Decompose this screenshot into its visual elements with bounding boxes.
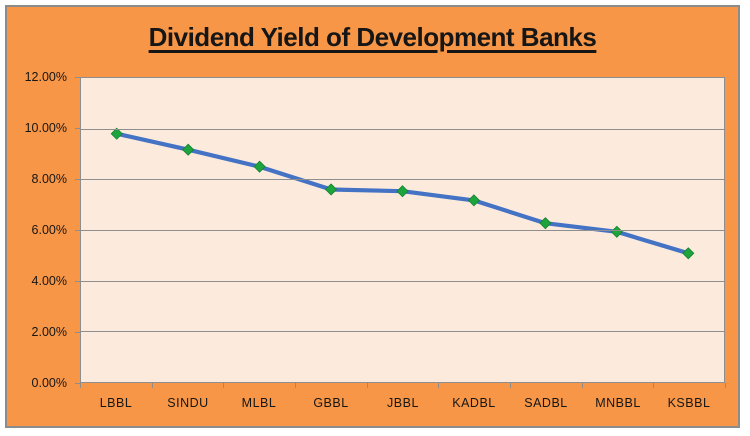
data-point-marker [110, 127, 123, 140]
x-axis-category-label: MNBBL [595, 396, 641, 410]
chart-title: Dividend Yield of Development Banks [148, 22, 597, 52]
line-series-plot [110, 127, 695, 260]
y-axis-tick [75, 383, 80, 384]
y-axis-label: 8.00% [31, 172, 67, 186]
gridline [81, 230, 724, 231]
x-axis-category-label: MLBL [241, 396, 277, 410]
x-axis-category-label: GBBL [313, 396, 349, 410]
data-point-marker [396, 185, 409, 198]
y-axis-label: 4.00% [31, 274, 67, 288]
y-axis-tick [75, 128, 80, 129]
x-axis-category-label: KADBL [452, 396, 496, 410]
x-axis-category-label: JBBL [387, 396, 419, 410]
x-axis-category-label: LBBL [99, 396, 133, 410]
gridline [81, 129, 724, 130]
y-axis-label: 12.00% [24, 70, 67, 84]
y-axis-label: 6.00% [31, 223, 67, 237]
plot-area [80, 77, 725, 383]
data-point-marker [324, 183, 338, 196]
y-axis-tick [75, 179, 80, 180]
x-axis-tick [295, 383, 296, 388]
x-axis-tick [725, 383, 726, 388]
x-axis-category-label: KSBBL [667, 396, 711, 410]
y-axis-tick [75, 332, 80, 333]
x-axis-tick [582, 383, 583, 388]
x-axis-tick [653, 383, 654, 388]
gridline [81, 179, 724, 180]
data-point-marker [253, 160, 266, 173]
x-axis-tick [152, 383, 153, 388]
x-axis-tick [438, 383, 439, 388]
y-axis-tick [75, 230, 80, 231]
x-axis-tick [80, 383, 81, 388]
y-axis-label: 10.00% [24, 121, 67, 135]
data-point-marker [610, 225, 623, 238]
x-axis-category-label: SINDU [167, 396, 209, 410]
y-axis-label: 0.00% [31, 376, 67, 390]
y-axis-tick [75, 281, 80, 282]
data-point-marker [539, 217, 552, 230]
y-axis-label: 2.00% [31, 325, 67, 339]
x-axis-tick [367, 383, 368, 388]
data-point-marker [467, 194, 481, 207]
chart-frame: Dividend Yield of Development Banks 12.0… [5, 5, 740, 428]
x-axis-category-label: SADBL [524, 396, 568, 410]
x-axis-tick [510, 383, 511, 388]
gridline [81, 331, 724, 332]
gridline [81, 281, 724, 282]
x-axis-tick [223, 383, 224, 388]
data-point-marker [682, 247, 695, 260]
y-axis-tick [75, 77, 80, 78]
data-point-marker [182, 143, 195, 156]
